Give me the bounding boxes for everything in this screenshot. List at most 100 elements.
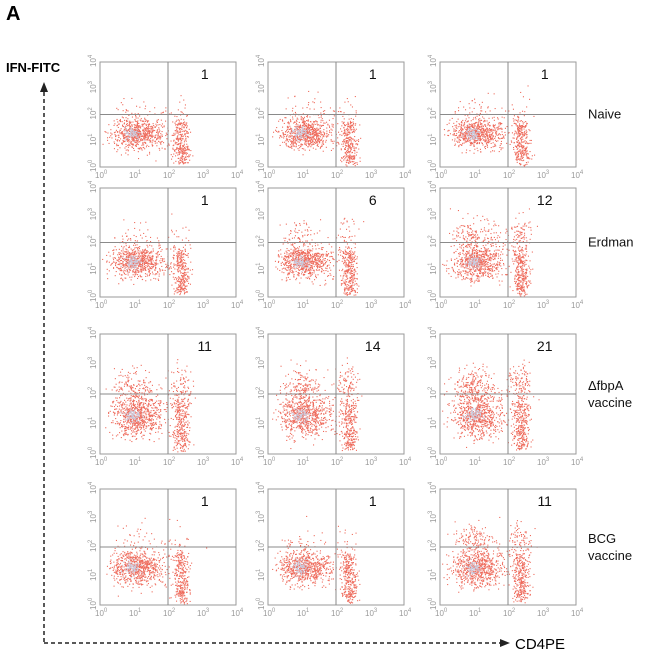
event-dot: [302, 125, 304, 127]
event-dot: [462, 142, 464, 144]
event-dot: [529, 139, 531, 141]
event-dot: [189, 159, 191, 161]
event-dot: [113, 259, 115, 261]
event-dot: [308, 125, 310, 127]
event-dot: [304, 255, 306, 257]
event-dot: [158, 128, 160, 130]
event-dot: [293, 145, 295, 147]
event-dot: [312, 133, 314, 135]
event-dot: [341, 161, 343, 163]
event-dot: [289, 266, 291, 268]
event-dot: [353, 126, 355, 128]
event-dot: [137, 267, 139, 269]
event-dot: [120, 270, 122, 272]
event-dot: [178, 134, 180, 136]
event-dot: [346, 158, 348, 160]
event-dot: [105, 131, 107, 133]
event-dot: [142, 259, 144, 261]
event-dot: [306, 130, 308, 132]
event-dot: [493, 116, 495, 118]
event-dot: [155, 160, 157, 162]
event-dot: [463, 106, 465, 108]
event-dot: [307, 123, 309, 125]
event-dot: [316, 262, 318, 264]
event-dot: [146, 261, 148, 263]
event-dot: [122, 253, 124, 255]
event-dot: [179, 142, 181, 144]
event-dot: [356, 143, 358, 145]
event-dot: [156, 252, 158, 254]
event-dot: [353, 140, 355, 142]
event-dot: [166, 264, 168, 266]
event-dot: [161, 140, 163, 142]
event-dot: [518, 158, 520, 160]
event-dot: [523, 150, 525, 152]
event-dot: [293, 136, 295, 138]
event-dot: [188, 282, 190, 284]
event-dot: [114, 131, 116, 133]
event-dot: [325, 146, 327, 148]
event-dot: [312, 132, 314, 134]
event-dot: [183, 158, 185, 160]
event-dot: [329, 130, 331, 132]
event-dot: [156, 130, 158, 132]
event-dot: [131, 116, 133, 118]
event-dot: [308, 129, 310, 131]
event-dot: [143, 144, 145, 146]
event-dot: [303, 148, 305, 150]
event-dot: [134, 145, 136, 147]
event-dot: [530, 142, 532, 144]
event-dot: [349, 126, 351, 128]
event-dot: [122, 117, 124, 119]
event-dot: [311, 255, 313, 257]
event-dot: [172, 256, 174, 258]
event-dot: [287, 141, 289, 143]
event-dot: [526, 124, 528, 126]
event-dot: [343, 132, 345, 134]
event-dot: [178, 119, 180, 121]
event-dot: [180, 291, 182, 293]
event-dot: [124, 140, 126, 142]
event-dot: [125, 251, 127, 253]
event-dot: [306, 142, 308, 144]
event-dot: [322, 131, 324, 133]
event-dot: [170, 154, 172, 156]
event-dot: [306, 107, 308, 109]
event-dot: [316, 135, 318, 137]
event-dot: [463, 133, 465, 135]
event-dot: [163, 125, 165, 127]
event-dot: [523, 141, 525, 143]
event-dot: [178, 143, 180, 145]
event-dot: [313, 122, 315, 124]
event-dot: [176, 292, 178, 294]
event-dot: [346, 135, 348, 137]
event-dot: [293, 141, 295, 143]
event-dot: [153, 135, 155, 137]
event-dot: [133, 131, 135, 133]
event-dot: [351, 157, 353, 159]
event-dot: [175, 132, 177, 134]
event-dot: [474, 122, 476, 124]
event-dot: [355, 128, 357, 130]
event-dot: [120, 133, 122, 135]
event-dot: [315, 134, 317, 136]
event-dot: [471, 133, 473, 135]
event-dot: [129, 120, 131, 122]
event-dot: [127, 110, 129, 112]
event-dot: [107, 278, 109, 280]
event-dot: [523, 154, 525, 156]
event-dot: [178, 131, 180, 133]
event-dot: [469, 144, 471, 146]
x-tick-label: 104: [231, 170, 244, 180]
event-dot: [142, 139, 144, 141]
event-dot: [184, 249, 186, 251]
event-dot: [148, 260, 150, 262]
event-dot: [498, 128, 500, 130]
event-dot: [163, 142, 165, 144]
event-dot: [349, 145, 351, 147]
event-dot: [124, 254, 126, 256]
event-dot: [184, 259, 186, 261]
event-dot: [129, 123, 131, 125]
event-dot: [303, 130, 305, 132]
event-dot: [156, 131, 158, 133]
